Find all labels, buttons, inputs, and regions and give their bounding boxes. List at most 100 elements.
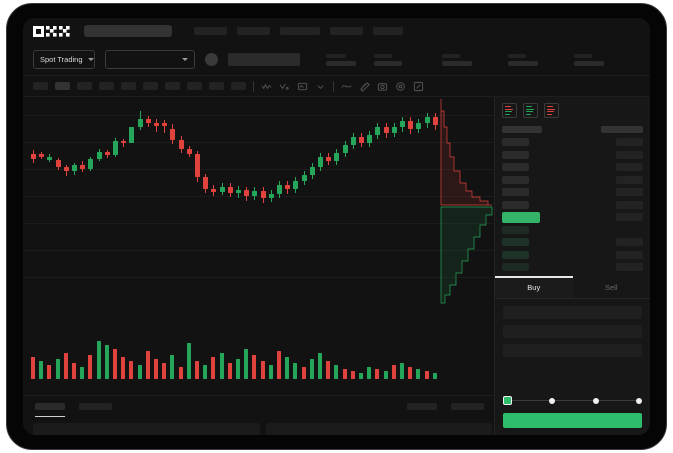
timeframe-9[interactable] xyxy=(209,82,224,90)
stepper-step-1-active[interactable] xyxy=(503,396,512,405)
submit-order-button[interactable] xyxy=(503,413,642,428)
buy-tab[interactable]: Buy xyxy=(495,276,573,298)
orderbook-bid-row[interactable] xyxy=(502,225,643,235)
candle-body xyxy=(277,185,282,194)
sell-tab[interactable]: Sell xyxy=(604,283,618,292)
candle-body xyxy=(96,152,102,159)
order-field-1[interactable] xyxy=(503,306,642,319)
orderbook-ask-row[interactable] xyxy=(502,138,643,148)
volume-bar xyxy=(359,373,363,379)
volume-bar xyxy=(137,365,142,379)
orderbook-ask-row[interactable] xyxy=(502,188,643,198)
chart-type-icon[interactable] xyxy=(279,81,290,92)
nav-item-1[interactable] xyxy=(194,27,227,35)
orderbook-bid-row[interactable] xyxy=(502,250,643,260)
volume-bar xyxy=(113,349,117,379)
orderbook-ask-row[interactable] xyxy=(502,175,643,185)
candle-body xyxy=(211,189,217,192)
candlestick xyxy=(367,97,373,305)
pair-selector[interactable] xyxy=(105,50,195,69)
volume-bar xyxy=(285,357,290,379)
candlestick xyxy=(301,97,307,305)
trading-mode-label: Spot Trading xyxy=(40,55,83,64)
ruler-icon[interactable] xyxy=(359,81,370,92)
nav-item-5[interactable] xyxy=(373,27,403,35)
timeframe-7[interactable] xyxy=(165,82,180,90)
order-field-3[interactable] xyxy=(503,344,642,357)
orderbook-ask-row[interactable] xyxy=(502,200,643,210)
stat-4-label xyxy=(508,53,526,58)
candle-body xyxy=(178,140,184,149)
orderbook-ask-row[interactable] xyxy=(502,163,643,173)
orderbook-mode-both-icon[interactable] xyxy=(502,103,517,118)
timeframe-6[interactable] xyxy=(143,82,158,90)
main-body: Buy Sell xyxy=(23,97,650,435)
timeframe-2[interactable] xyxy=(55,82,70,90)
candle-body xyxy=(104,152,110,155)
orderbook-mode-bids-icon[interactable] xyxy=(523,103,538,118)
candle-body xyxy=(162,123,168,126)
timeframe-5[interactable] xyxy=(121,82,136,90)
okx-logo[interactable] xyxy=(33,25,70,37)
nav-item-2[interactable] xyxy=(237,27,270,35)
bottom-tab-1[interactable] xyxy=(35,403,65,417)
camera-icon[interactable] xyxy=(377,81,388,92)
order-field-2[interactable] xyxy=(503,325,642,338)
orderbook-mode-asks-icon[interactable] xyxy=(544,103,559,118)
bottom-tab-2[interactable] xyxy=(79,403,112,410)
volume-bar xyxy=(309,359,314,379)
volume-bar xyxy=(293,363,298,379)
fullscreen-icon[interactable] xyxy=(413,81,424,92)
volume-bar xyxy=(236,359,240,379)
volume-bar xyxy=(244,349,249,379)
orderbook-highlight-row[interactable] xyxy=(502,211,643,223)
orderbook-bid-row[interactable] xyxy=(502,238,643,248)
compare-icon[interactable] xyxy=(297,81,308,92)
volume-bar xyxy=(400,363,404,379)
candlestick xyxy=(63,97,69,305)
global-search-input[interactable] xyxy=(84,25,172,37)
volume-bar xyxy=(63,353,68,379)
volume-bar xyxy=(96,341,101,379)
settings-gear-icon[interactable] xyxy=(395,81,406,92)
stepper-line xyxy=(598,400,636,401)
top-navigation-bar xyxy=(23,18,650,44)
timeframe-8[interactable] xyxy=(187,82,202,90)
candle-body xyxy=(326,157,332,161)
timeframe-1[interactable] xyxy=(33,82,48,90)
candlestick xyxy=(326,97,332,305)
orderbook-mode-toggles xyxy=(495,97,650,123)
bottom-action-2[interactable] xyxy=(451,403,484,410)
candle-body xyxy=(252,191,258,196)
stepper-step-3[interactable] xyxy=(592,397,599,404)
timeframe-4[interactable] xyxy=(99,82,114,90)
indicators-icon[interactable] xyxy=(261,81,272,92)
candlestick xyxy=(227,97,233,305)
nav-item-4[interactable] xyxy=(330,27,363,35)
candle-body xyxy=(301,175,307,181)
orderbook-bid-row[interactable] xyxy=(502,263,643,273)
chevron-down-icon[interactable] xyxy=(315,81,326,92)
volume-bar xyxy=(162,363,167,379)
volume-bar xyxy=(408,367,413,379)
stepper-step-2[interactable] xyxy=(549,397,556,404)
chart-toolbar xyxy=(23,76,650,97)
nav-item-3[interactable] xyxy=(280,27,320,35)
volume-bar xyxy=(186,343,191,379)
amount-stepper[interactable] xyxy=(503,396,642,405)
candlestick xyxy=(408,97,414,305)
orderbook-ask-row[interactable] xyxy=(502,150,643,160)
timeframe-10[interactable] xyxy=(231,82,246,90)
candlestick xyxy=(47,97,53,305)
price-chart[interactable] xyxy=(23,97,496,305)
candle-body xyxy=(383,127,389,133)
volume-bar xyxy=(195,361,199,379)
bottom-action-1[interactable] xyxy=(407,403,437,410)
chart-gridline xyxy=(23,196,496,197)
trading-mode-selector[interactable]: Spot Trading xyxy=(33,50,95,69)
timeframe-3[interactable] xyxy=(77,82,92,90)
drawing-wave-icon[interactable] xyxy=(341,81,352,92)
candle-body xyxy=(334,153,340,161)
candle-body xyxy=(293,181,299,189)
stepper-step-4[interactable] xyxy=(635,397,642,404)
